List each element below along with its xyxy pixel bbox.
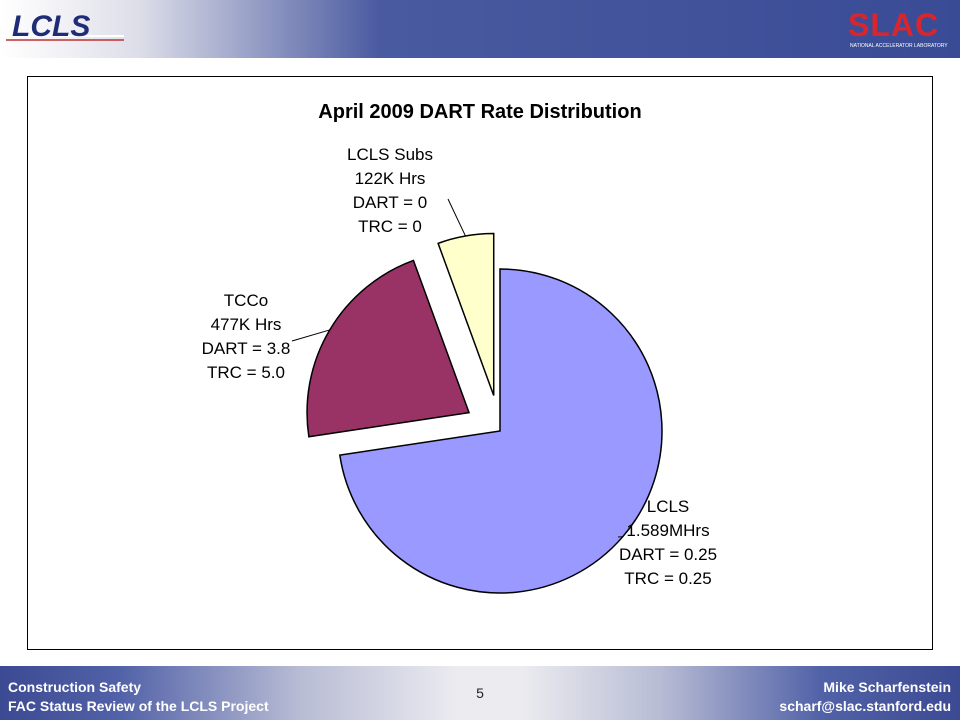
footer-email: scharf@slac.stanford.edu — [779, 698, 951, 714]
data-label-tcco: DART = 3.8 — [202, 339, 291, 358]
leader-line-lcls-subs — [447, 198, 466, 237]
data-label-tcco: TCCo — [224, 291, 268, 310]
data-label-tcco: TRC = 5.0 — [207, 363, 285, 382]
data-label-lcls-subs: DART = 0 — [353, 193, 428, 212]
data-label-lcls: LCLS — [647, 497, 690, 516]
chart-title: April 2009 DART Rate Distribution — [318, 101, 641, 123]
footer-review-title: FAC Status Review of the LCLS Project — [8, 698, 269, 714]
footer-band: Construction Safety FAC Status Review of… — [0, 666, 960, 720]
data-label-lcls: 1.589MHrs — [626, 521, 709, 540]
pie-chart: April 2009 DART Rate Distribution LCLS 1.… — [202, 101, 717, 594]
data-label-lcls: TRC = 0.25 — [624, 569, 711, 588]
data-label-lcls: DART = 0.25 — [619, 545, 717, 564]
data-label-tcco: 477K Hrs — [211, 315, 282, 334]
leader-line-tcco — [291, 329, 330, 342]
footer-author: Mike Scharfenstein — [823, 679, 951, 695]
slac-logo: SLAC NATIONAL ACCELERATOR LABORATORY — [848, 7, 948, 49]
data-label-lcls-subs: LCLS Subs — [347, 145, 433, 164]
footer-section-title: Construction Safety — [8, 679, 142, 695]
lcls-logo-text: LCLS — [12, 10, 90, 43]
data-label-lcls-subs: 122K Hrs — [355, 169, 426, 188]
header-band: LCLS SLAC NATIONAL ACCELERATOR LABORATOR… — [0, 0, 960, 58]
slac-logo-subtext: NATIONAL ACCELERATOR LABORATORY — [850, 43, 948, 49]
lcls-logo: LCLS — [6, 10, 124, 43]
pie-slice-tcco — [306, 259, 471, 438]
chart-frame: April 2009 DART Rate Distribution LCLS 1.… — [27, 76, 933, 650]
data-label-lcls-subs: TRC = 0 — [358, 217, 422, 236]
slac-logo-text: SLAC — [848, 7, 939, 43]
page-number: 5 — [476, 685, 484, 701]
pie-slice-lcls-subs — [437, 232, 495, 396]
pie-slice-lcls — [338, 268, 663, 594]
